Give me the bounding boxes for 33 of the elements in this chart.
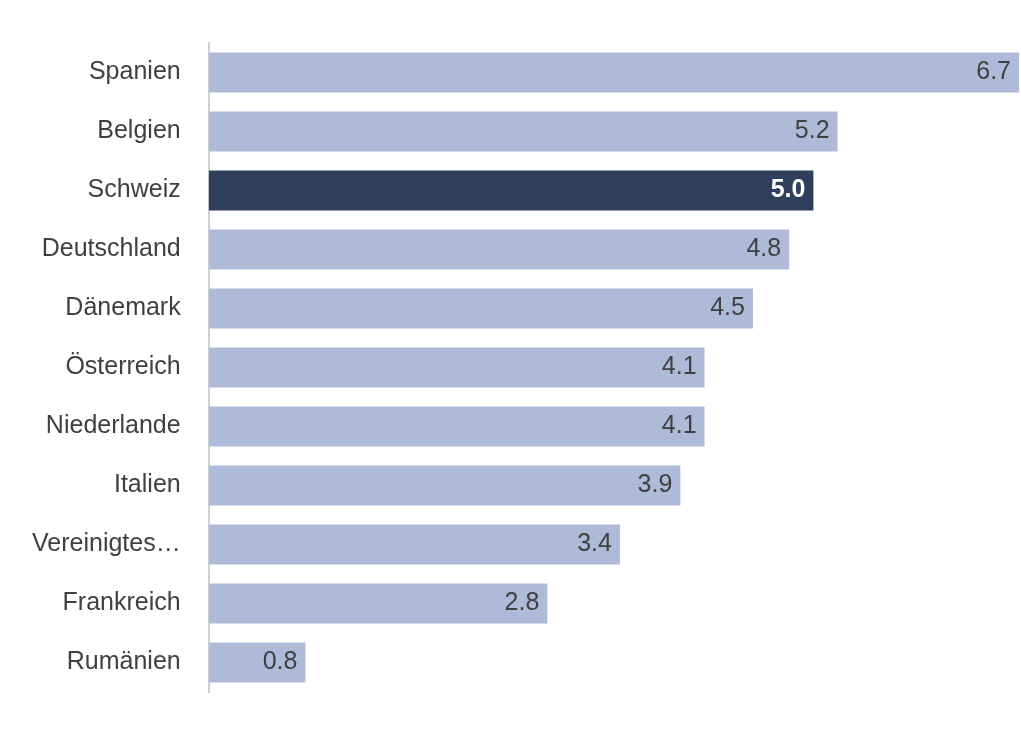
data-label: 2.8 bbox=[504, 587, 540, 616]
y-tick-label: Frankreich bbox=[62, 587, 181, 616]
y-tick-label: Italien bbox=[113, 469, 181, 498]
y-tick-label: Spanien bbox=[88, 56, 181, 85]
bar bbox=[208, 524, 620, 565]
bar bbox=[208, 583, 548, 624]
bar bbox=[208, 52, 1019, 93]
bar bbox=[208, 229, 790, 270]
data-label: 5.2 bbox=[794, 115, 830, 144]
bar bbox=[208, 111, 838, 152]
y-tick-label: Niederlande bbox=[45, 410, 181, 439]
data-label: 3.9 bbox=[637, 469, 673, 498]
data-label: 0.8 bbox=[262, 646, 298, 675]
y-tick-label: Schweiz bbox=[87, 174, 181, 203]
y-tick-label: Vereinigtes… bbox=[31, 528, 181, 557]
data-label: 4.1 bbox=[661, 351, 697, 380]
data-label: 4.1 bbox=[661, 410, 697, 439]
y-tick-label: Österreich bbox=[65, 351, 181, 380]
bar bbox=[208, 347, 705, 388]
y-tick-label: Belgien bbox=[97, 115, 181, 144]
data-label: 4.8 bbox=[746, 233, 782, 262]
y-tick-label: Rumänien bbox=[66, 646, 181, 675]
data-label: 3.4 bbox=[577, 528, 612, 557]
bar bbox=[208, 406, 705, 447]
bar bbox=[208, 642, 306, 683]
y-tick-label: Deutschland bbox=[41, 233, 181, 262]
bar bbox=[208, 288, 753, 329]
data-label: 6.7 bbox=[976, 56, 1011, 85]
data-label: 4.5 bbox=[710, 292, 745, 321]
data-label: 5.0 bbox=[770, 174, 806, 203]
bar bbox=[208, 465, 681, 506]
bar bbox=[208, 170, 814, 211]
y-tick-label: Dänemark bbox=[65, 292, 182, 321]
